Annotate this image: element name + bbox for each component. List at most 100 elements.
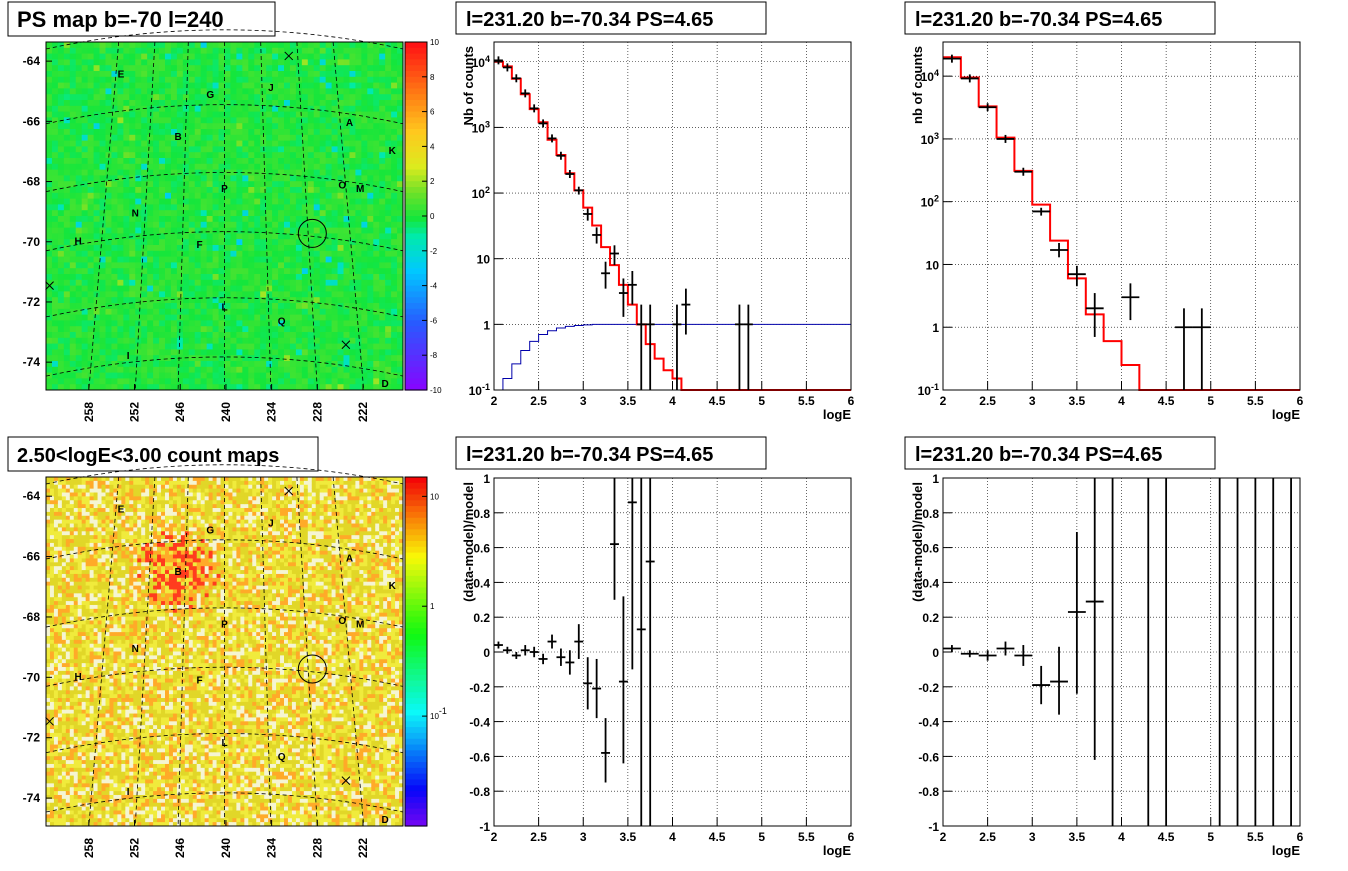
efficiency-curve — [494, 323, 851, 391]
source-label-L: L — [221, 738, 227, 749]
colorbar-bin — [405, 727, 427, 734]
source-label-D: D — [382, 815, 389, 826]
x-tick-label: 252 — [128, 402, 142, 422]
data-point — [529, 646, 539, 658]
colorbar-bin — [405, 639, 427, 647]
colorbar-bin — [405, 645, 427, 653]
y-tick-label: -66 — [23, 550, 41, 564]
colorbar-bin — [405, 808, 427, 815]
x-tick-label: 5 — [758, 830, 765, 844]
colorbar-bin — [405, 88, 427, 95]
x-marker — [45, 281, 54, 290]
plot-grid — [942, 42, 1301, 391]
x-tick-label: 5 — [1207, 830, 1214, 844]
x-tick-label: 5 — [1207, 394, 1214, 408]
data-point — [734, 304, 744, 390]
data-point — [1192, 308, 1211, 390]
colorbar-bin — [405, 680, 427, 687]
y-tick-label: 103 — [472, 119, 490, 135]
colorbar-bin — [405, 332, 427, 339]
colorbar-bin — [405, 750, 427, 757]
source-label-F: F — [196, 240, 202, 251]
latitude-line — [45, 29, 404, 50]
data-point — [565, 170, 575, 179]
colorbar-bin — [405, 291, 427, 298]
colorbar-bin — [405, 523, 427, 530]
colorbar-tick-label: -6 — [430, 316, 438, 325]
latitude-line — [45, 104, 404, 125]
x-tick-label: 2 — [940, 830, 947, 844]
x-tick-label: 2.5 — [530, 830, 547, 844]
colorbar-bin — [405, 674, 427, 682]
x-tick-label: 2 — [940, 394, 947, 408]
data-point — [592, 658, 602, 719]
colorbar-bin — [405, 703, 427, 711]
longitude-line — [296, 476, 318, 827]
y-tick-label: 0.2 — [922, 611, 939, 625]
colorbar-bin — [405, 506, 427, 513]
data-point — [996, 134, 1015, 143]
candidate-circle — [297, 654, 327, 684]
colorbar-bin — [405, 152, 427, 159]
colorbar-bin — [405, 610, 427, 618]
data-point — [1050, 242, 1068, 258]
spectrum-2-title: l=231.20 b=-70.34 PS=4.65 — [915, 9, 1162, 31]
colorbar-bin — [405, 709, 427, 717]
data-point — [583, 657, 593, 710]
x-tick-label: 5.5 — [798, 830, 815, 844]
colorbar-bin — [405, 279, 427, 287]
data-point — [502, 63, 512, 72]
colorbar-bin — [405, 575, 427, 583]
source-label-M: M — [356, 620, 364, 631]
x-tick-label: 3.5 — [1069, 394, 1086, 408]
colorbar-bin — [405, 657, 427, 664]
longitude-line — [296, 41, 318, 391]
longitude-line — [88, 41, 120, 391]
data-point — [601, 718, 611, 783]
y-tick-label: 10 — [926, 258, 940, 272]
y-tick-label: 0.6 — [922, 542, 939, 556]
colorbar-bin — [405, 558, 427, 565]
y-tick-label: 104 — [472, 54, 490, 70]
source-label-E: E — [118, 504, 125, 515]
y-tick-label: 0.4 — [922, 576, 939, 590]
latitude-line — [45, 356, 404, 377]
count-map-colorbar: 10 1 10-1 — [404, 476, 447, 827]
x-tick-label: 258 — [82, 402, 96, 422]
colorbar-bin — [405, 268, 427, 275]
x-tick-label: 234 — [265, 838, 279, 858]
colorbar-bin — [405, 146, 427, 153]
y-tick-label: 10-1 — [469, 382, 490, 398]
x-tick-label: 2 — [491, 394, 498, 408]
colorbar-bin — [405, 221, 427, 229]
colorbar-bin — [405, 320, 427, 327]
y-tick-label: 0 — [483, 646, 490, 660]
x-axis-label: logE — [823, 407, 851, 422]
x-tick-label: 240 — [219, 402, 233, 422]
colorbar-bin — [405, 593, 427, 600]
colorbar-bin — [405, 65, 427, 72]
colorbar-bin — [405, 663, 427, 670]
source-label-J: J — [268, 518, 274, 529]
model-histogram — [494, 60, 851, 391]
colorbar-bin — [405, 732, 427, 740]
y-axis-label: (data-model)/model — [461, 482, 476, 602]
colorbar-bin — [405, 239, 427, 246]
y-tick-label: -0.2 — [469, 681, 490, 695]
source-label-A: A — [346, 553, 353, 564]
colorbar-bin — [405, 616, 427, 624]
source-label-O: O — [338, 181, 346, 192]
longitude-line — [177, 476, 189, 827]
colorbar-bin — [405, 256, 427, 263]
source-label-F: F — [196, 675, 202, 686]
colorbar-frame — [404, 476, 428, 827]
x-tick-label: 3 — [580, 394, 587, 408]
data-point — [1085, 293, 1104, 337]
y-tick-label: 1 — [932, 472, 939, 486]
residual-2-title: l=231.20 b=-70.34 PS=4.65 — [915, 444, 1162, 466]
map-pixels — [46, 42, 404, 391]
y-tick-label: 0 — [932, 646, 939, 660]
data-point — [556, 648, 566, 666]
colorbar-bin — [405, 791, 427, 798]
longitude-line — [134, 476, 156, 827]
